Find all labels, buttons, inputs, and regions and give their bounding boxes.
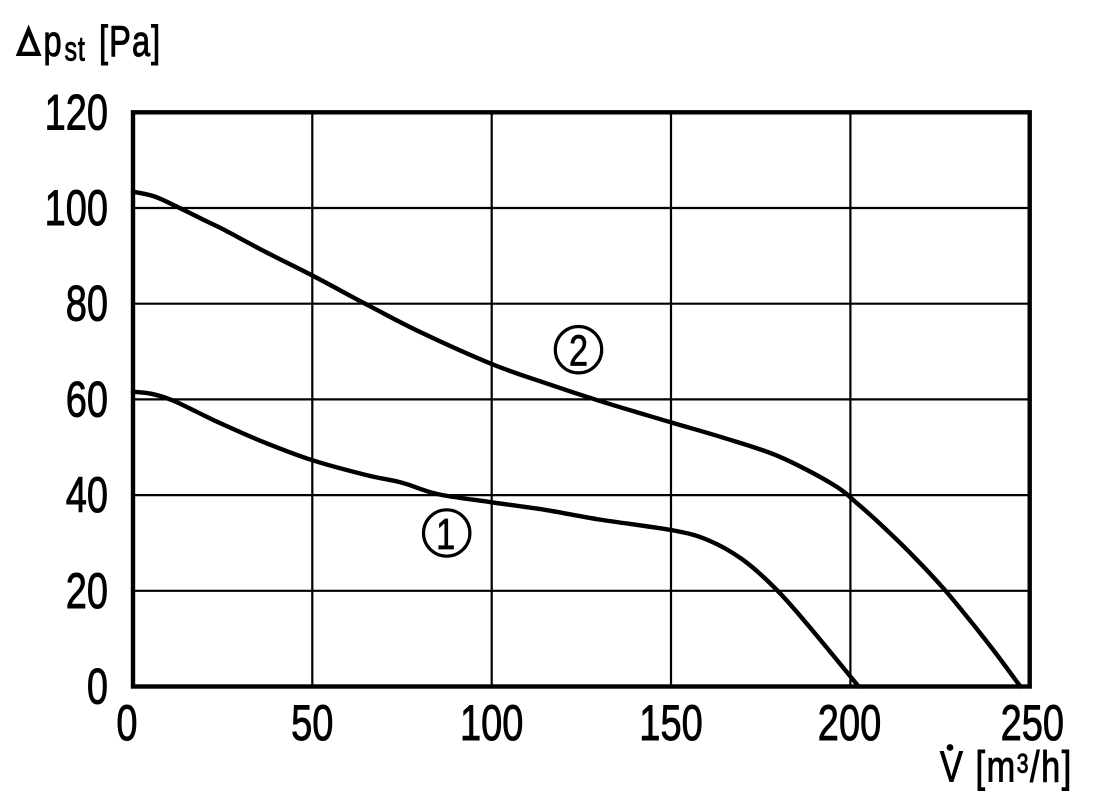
svg-text:150: 150	[639, 696, 702, 751]
svg-text:1: 1	[436, 510, 455, 559]
svg-text:120: 120	[45, 85, 108, 140]
svg-text:p: p	[44, 17, 62, 66]
svg-text:250: 250	[1001, 696, 1064, 751]
svg-text:100: 100	[45, 181, 108, 236]
svg-text:50: 50	[291, 696, 333, 751]
svg-text:40: 40	[66, 468, 108, 523]
svg-text:st: st	[65, 31, 86, 69]
svg-text:2: 2	[569, 326, 588, 375]
svg-text:[Pa]: [Pa]	[99, 17, 161, 66]
svg-text:V [m3/h]: V [m3/h]	[940, 742, 1073, 791]
svg-text:0: 0	[87, 660, 108, 715]
svg-text:20: 20	[66, 564, 108, 619]
svg-text:200: 200	[818, 696, 881, 751]
svg-text:100: 100	[460, 696, 523, 751]
svg-text:60: 60	[66, 372, 108, 427]
svg-text:0: 0	[116, 696, 137, 751]
svg-text:80: 80	[66, 277, 108, 332]
